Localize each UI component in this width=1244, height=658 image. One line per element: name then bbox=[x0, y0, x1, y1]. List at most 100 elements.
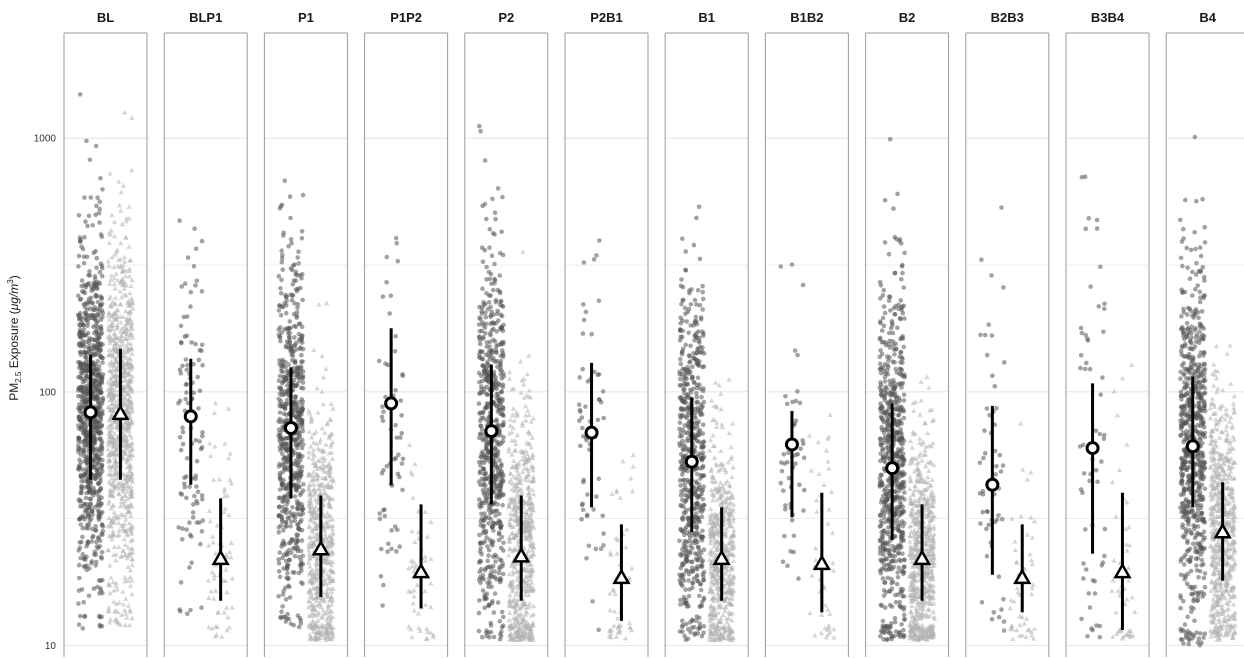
data-point bbox=[127, 622, 133, 628]
data-point bbox=[399, 413, 404, 418]
data-point bbox=[292, 570, 297, 575]
data-point bbox=[317, 440, 323, 445]
data-point bbox=[119, 338, 125, 344]
data-point bbox=[310, 451, 316, 456]
data-point bbox=[292, 518, 298, 524]
data-point bbox=[527, 587, 533, 593]
data-point bbox=[488, 293, 493, 298]
data-point bbox=[493, 347, 499, 353]
data-point bbox=[99, 301, 105, 307]
data-point bbox=[96, 498, 102, 504]
data-point bbox=[281, 233, 286, 238]
data-point bbox=[379, 470, 385, 476]
data-point bbox=[581, 260, 587, 265]
y-axis-title-close: ) bbox=[7, 275, 21, 279]
data-point bbox=[323, 463, 329, 469]
data-point bbox=[327, 504, 333, 509]
data-point bbox=[287, 584, 292, 590]
data-point bbox=[326, 580, 332, 585]
data-point bbox=[490, 287, 496, 293]
data-point bbox=[522, 633, 528, 638]
data-point bbox=[78, 393, 84, 399]
data-point bbox=[521, 545, 528, 551]
data-point bbox=[211, 575, 217, 581]
data-point bbox=[106, 240, 112, 245]
data-point bbox=[228, 480, 234, 486]
data-point bbox=[329, 627, 335, 633]
data-point bbox=[106, 263, 112, 268]
data-point bbox=[526, 458, 532, 463]
data-point bbox=[94, 265, 99, 271]
data-point bbox=[283, 401, 289, 407]
data-point bbox=[125, 340, 131, 346]
data-point bbox=[523, 589, 529, 594]
data-point bbox=[498, 525, 503, 530]
data-point bbox=[306, 486, 312, 491]
data-point bbox=[305, 589, 312, 595]
data-point bbox=[197, 520, 202, 525]
data-point bbox=[295, 522, 301, 527]
data-point bbox=[380, 294, 386, 299]
data-point bbox=[296, 261, 302, 266]
data-point bbox=[293, 324, 299, 330]
data-point bbox=[509, 386, 515, 392]
data-point bbox=[315, 475, 321, 481]
data-point bbox=[596, 298, 602, 304]
data-point bbox=[86, 347, 92, 352]
data-point bbox=[128, 283, 134, 289]
data-point bbox=[397, 544, 403, 549]
data-point bbox=[516, 460, 522, 465]
data-point bbox=[106, 417, 113, 423]
data-point bbox=[116, 202, 123, 208]
data-point bbox=[207, 518, 213, 524]
data-point bbox=[330, 523, 336, 529]
data-point bbox=[199, 605, 204, 610]
data-point bbox=[483, 330, 488, 336]
data-point bbox=[329, 456, 336, 461]
point-cloud-triangles bbox=[105, 109, 136, 628]
data-point bbox=[126, 476, 132, 482]
data-point bbox=[477, 435, 482, 441]
data-point bbox=[277, 303, 283, 308]
data-point bbox=[193, 438, 199, 443]
data-point bbox=[615, 615, 621, 621]
data-point bbox=[77, 349, 83, 355]
data-point bbox=[477, 598, 482, 603]
data-point bbox=[311, 571, 317, 577]
data-point bbox=[299, 518, 304, 523]
data-point bbox=[477, 328, 483, 334]
data-point bbox=[477, 304, 482, 310]
data-point bbox=[118, 256, 124, 262]
data-point bbox=[381, 508, 386, 513]
data-point bbox=[510, 412, 516, 418]
data-point bbox=[96, 210, 102, 216]
data-point bbox=[279, 277, 284, 283]
data-point bbox=[583, 404, 588, 409]
facet-title: BLP1 bbox=[189, 10, 222, 25]
data-point bbox=[199, 238, 205, 244]
data-point bbox=[76, 601, 81, 606]
data-point bbox=[295, 506, 301, 512]
data-point bbox=[84, 317, 89, 323]
data-point bbox=[88, 195, 94, 200]
data-point bbox=[112, 484, 118, 490]
data-point bbox=[529, 501, 535, 506]
data-point bbox=[323, 637, 329, 642]
data-point bbox=[528, 553, 534, 558]
data-point bbox=[525, 568, 531, 574]
data-point bbox=[81, 260, 87, 266]
data-point bbox=[129, 335, 136, 340]
data-point bbox=[299, 229, 305, 234]
data-point bbox=[123, 516, 129, 522]
data-point bbox=[114, 586, 120, 592]
data-point bbox=[82, 301, 88, 307]
data-point bbox=[213, 550, 219, 556]
data-point bbox=[86, 281, 92, 286]
data-point bbox=[317, 630, 323, 636]
data-point bbox=[277, 504, 282, 510]
data-point bbox=[310, 447, 316, 453]
data-point bbox=[686, 578, 691, 583]
data-point bbox=[626, 620, 633, 625]
data-point bbox=[480, 588, 486, 593]
data-point bbox=[524, 564, 530, 570]
